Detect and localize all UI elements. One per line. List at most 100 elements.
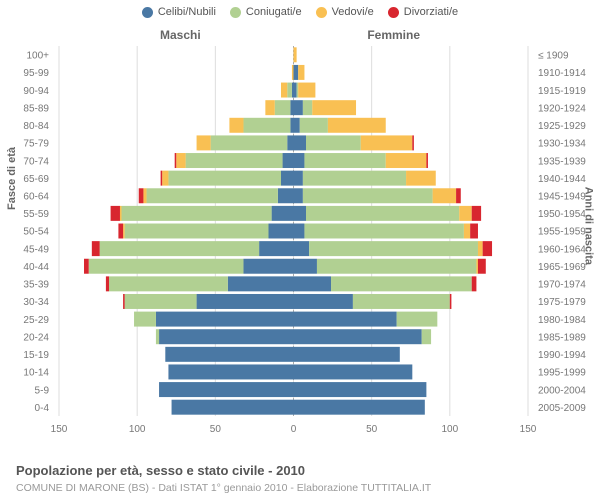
bar-male (125, 224, 269, 239)
bar-female (297, 83, 299, 98)
bar-female (294, 276, 332, 291)
bar-female (317, 259, 476, 274)
year-label: 1955-1959 (538, 227, 586, 238)
year-label: 1920-1924 (538, 103, 586, 114)
age-label: 45-49 (23, 244, 49, 255)
bar-female (298, 83, 315, 98)
bar-male (89, 259, 244, 274)
bar-male (243, 118, 290, 133)
bar-female (304, 153, 385, 168)
bar-male (278, 188, 294, 203)
bar-male (186, 153, 283, 168)
bar-female (312, 100, 356, 115)
bar-male (156, 329, 159, 344)
bar-female (303, 100, 312, 115)
bar-female (450, 294, 452, 309)
bar-male (156, 312, 294, 327)
bar-male (290, 118, 293, 133)
year-label: 1995-1999 (538, 368, 586, 379)
legend-swatch (142, 7, 153, 18)
bar-female (294, 382, 427, 397)
bar-female (331, 276, 472, 291)
bar-male (109, 276, 228, 291)
bar-male (159, 329, 293, 344)
year-label: 1960-1964 (538, 244, 586, 255)
age-label: 70-74 (23, 156, 49, 167)
bar-male (125, 294, 197, 309)
bar-female (361, 135, 413, 150)
svg-text:150: 150 (520, 424, 537, 435)
bar-male (143, 188, 146, 203)
bar-female (472, 276, 477, 291)
bar-female (478, 259, 486, 274)
age-label: 55-59 (23, 209, 49, 220)
svg-text:50: 50 (210, 424, 222, 435)
bar-male (147, 188, 278, 203)
year-label: 2005-2009 (538, 403, 586, 414)
bar-male (287, 135, 293, 150)
legend-item: Coniugati/e (230, 6, 302, 18)
bar-male (259, 241, 293, 256)
bar-male (139, 188, 144, 203)
year-label: 1935-1939 (538, 156, 586, 167)
bar-female (422, 329, 431, 344)
age-label: 100+ (26, 51, 49, 62)
bar-female (294, 135, 307, 150)
bar-male (165, 347, 293, 362)
age-label: 5-9 (35, 385, 50, 396)
bar-female (303, 188, 433, 203)
year-label: 1980-1984 (538, 315, 586, 326)
bar-female (412, 135, 414, 150)
year-label: 2000-2004 (538, 385, 586, 396)
bar-male (268, 224, 293, 239)
bar-female (294, 329, 422, 344)
legend-label: Vedovi/e (332, 6, 374, 18)
bar-male (228, 276, 294, 291)
bar-female (426, 153, 428, 168)
bar-male (162, 171, 168, 186)
bar-male (211, 135, 288, 150)
bar-female (294, 100, 303, 115)
bar-male (175, 153, 177, 168)
bar-male (283, 153, 294, 168)
bar-male (281, 83, 287, 98)
bar-female (353, 294, 450, 309)
age-label: 50-54 (23, 227, 49, 238)
age-label: 60-64 (23, 192, 49, 203)
bar-female (294, 312, 397, 327)
legend-item: Divorziati/e (388, 6, 458, 18)
year-label: 1990-1994 (538, 350, 586, 361)
bar-female (294, 153, 305, 168)
legend-label: Divorziati/e (404, 6, 458, 18)
age-label: 85-89 (23, 103, 49, 114)
legend-label: Celibi/Nubili (158, 6, 216, 18)
svg-text:150: 150 (51, 424, 68, 435)
bar-female (294, 259, 317, 274)
bar-female (294, 47, 297, 62)
bar-female (456, 188, 461, 203)
bar-male (197, 135, 211, 150)
bar-female (309, 241, 478, 256)
year-label: 1945-1949 (538, 192, 586, 203)
bar-male (172, 400, 294, 415)
bar-male (281, 171, 294, 186)
bar-female (294, 171, 303, 186)
bar-female (294, 347, 400, 362)
year-label: 1950-1954 (538, 209, 586, 220)
svg-text:100: 100 (129, 424, 146, 435)
bar-male (134, 312, 156, 327)
bar-female (294, 206, 307, 221)
bar-male (292, 83, 294, 98)
year-label: 1915-1919 (538, 86, 586, 97)
age-label: 25-29 (23, 315, 49, 326)
bar-male (272, 206, 294, 221)
chart-subtitle: COMUNE DI MARONE (BS) - Dati ISTAT 1° ge… (16, 482, 431, 494)
bar-male (287, 83, 292, 98)
bar-male (118, 224, 123, 239)
age-label: 20-24 (23, 332, 49, 343)
legend-item: Vedovi/e (316, 6, 374, 18)
year-label: 1975-1979 (538, 297, 586, 308)
bar-female (470, 224, 478, 239)
year-label: 1925-1929 (538, 121, 586, 132)
bar-male (106, 276, 109, 291)
